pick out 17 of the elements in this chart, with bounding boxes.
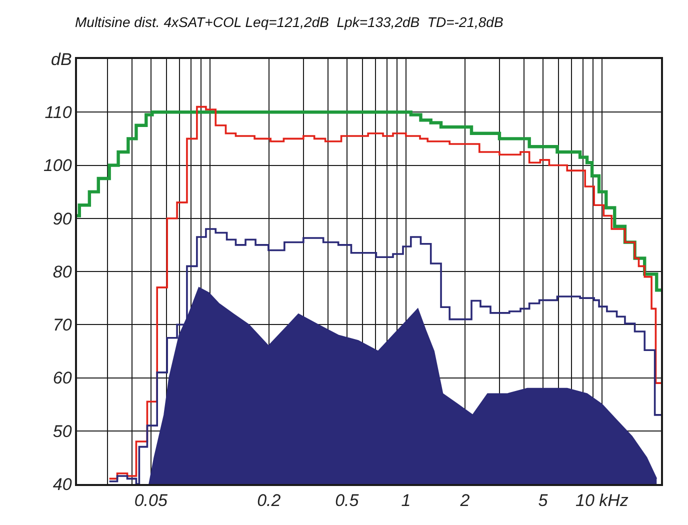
y-tick-label: dB [51,50,72,69]
y-tick-label: 70 [52,316,72,335]
y-tick-label: 40 [52,474,72,494]
chart-title: Multisine dist. 4xSAT+COL Leq=121,2dB Lpk=133,2dB TD=-21,8dB [75,14,504,30]
y-tick-label: 60 [52,368,72,388]
x-tick-label: 1 [401,491,411,510]
y-tick-label: 50 [52,422,72,441]
x-tick-label: 10 kHz [576,491,629,510]
y-tick-label: 110 [44,103,72,122]
x-tick-label: 5 [538,491,548,510]
x-tick-label: 2 [459,491,470,510]
x-tick-label: 0.5 [335,491,360,510]
x-tick-label: 0.2 [257,491,282,510]
y-tick-label: 80 [52,262,72,282]
y-tick-label: 100 [43,156,72,176]
y-tick-label: 90 [52,209,72,228]
x-tick-label: 0.05 [134,491,168,510]
